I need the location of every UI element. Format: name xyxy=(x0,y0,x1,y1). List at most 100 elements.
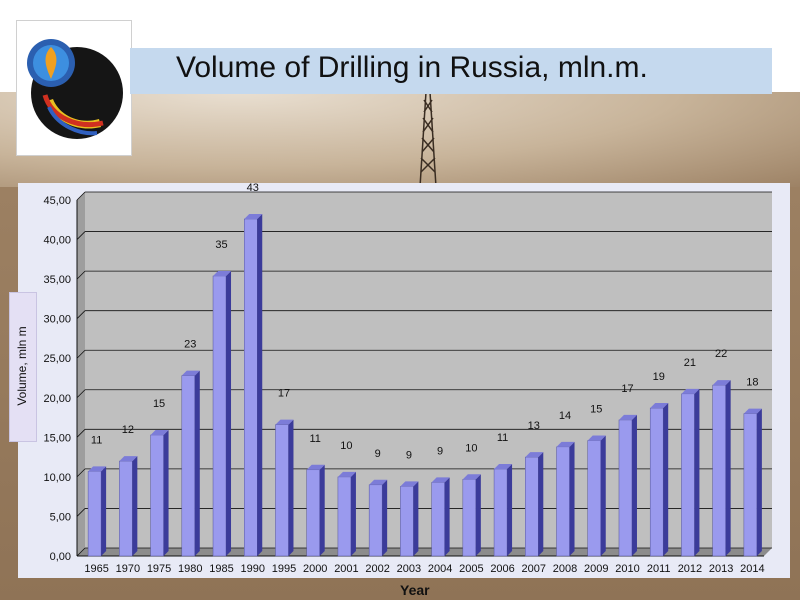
university-logo xyxy=(16,20,132,156)
bar xyxy=(556,446,570,557)
y-gridline-depth xyxy=(76,468,86,478)
y-gridline-depth xyxy=(76,389,86,399)
y-tick-label: 25,00 xyxy=(43,353,71,365)
y-tick-label: 5,00 xyxy=(50,511,71,523)
bar-top xyxy=(587,435,606,441)
x-tick-label: 1995 xyxy=(272,563,296,575)
data-label: 13 xyxy=(528,420,540,432)
x-tick-label: 2014 xyxy=(740,563,764,575)
x-axis-label: Year xyxy=(400,582,430,598)
bar xyxy=(400,486,414,557)
bar-top xyxy=(337,471,356,477)
bar-top xyxy=(743,408,762,414)
bar-side xyxy=(350,471,356,556)
x-tick-label: 2008 xyxy=(553,563,577,575)
bar-side xyxy=(694,388,700,556)
plot-side-wall xyxy=(77,192,85,556)
bar-top xyxy=(681,388,700,394)
bar-top xyxy=(88,466,107,472)
bar-top xyxy=(431,477,450,483)
bar xyxy=(618,419,633,557)
data-label: 14 xyxy=(559,410,571,422)
x-tick-label: 1975 xyxy=(147,563,171,575)
y-tick-label: 45,00 xyxy=(43,195,71,207)
bar-side xyxy=(257,213,263,556)
bar-side xyxy=(663,403,669,556)
y-gridline-depth xyxy=(76,310,86,319)
bar-top xyxy=(244,213,263,219)
data-label: 10 xyxy=(465,442,477,454)
bar-top xyxy=(556,441,575,447)
bar-side xyxy=(288,419,294,556)
bar xyxy=(743,413,758,557)
data-label: 21 xyxy=(684,357,696,369)
data-label: 11 xyxy=(91,434,102,446)
bar xyxy=(306,469,320,557)
bar xyxy=(87,471,102,557)
title-bar xyxy=(130,48,772,94)
data-label: 15 xyxy=(590,403,602,415)
y-tick-label: 0,00 xyxy=(50,551,71,563)
data-label: 10 xyxy=(340,440,352,452)
background-hills xyxy=(0,92,800,187)
x-tick-label: 1990 xyxy=(241,563,265,575)
bar-top xyxy=(400,481,419,487)
y-gridline-depth xyxy=(76,349,86,359)
data-label: 9 xyxy=(437,445,443,457)
bar xyxy=(462,479,477,557)
y-tick-label: 40,00 xyxy=(43,235,71,247)
bar-side xyxy=(631,414,637,556)
x-tick-label: 2006 xyxy=(490,563,514,575)
data-label: 12 xyxy=(122,424,134,436)
bar xyxy=(493,468,508,557)
bar-side xyxy=(538,452,544,556)
bar-side xyxy=(226,270,232,556)
bar xyxy=(681,393,695,557)
bar-side xyxy=(569,441,575,556)
bar-top xyxy=(525,452,544,458)
y-tick-label: 10,00 xyxy=(43,472,71,484)
data-label: 18 xyxy=(746,377,758,389)
x-tick-label: 2002 xyxy=(365,563,389,575)
x-tick-label: 2001 xyxy=(334,563,358,575)
bar xyxy=(587,440,601,557)
data-label: 35 xyxy=(215,239,227,251)
y-gridline-depth xyxy=(76,429,86,438)
y-tick-label: 30,00 xyxy=(43,314,71,326)
bar xyxy=(649,407,664,557)
y-tick-label: 35,00 xyxy=(43,274,71,286)
y-gridline-depth xyxy=(76,270,86,280)
bar-side xyxy=(163,429,169,556)
x-tick-label: 2000 xyxy=(303,563,327,575)
x-tick-label: 2012 xyxy=(678,563,702,575)
bar-top xyxy=(150,429,169,435)
x-tick-label: 1980 xyxy=(178,563,202,575)
data-label: 15 xyxy=(153,398,165,410)
x-tick-label: 2009 xyxy=(584,563,608,575)
bar xyxy=(368,484,383,557)
bar-top xyxy=(494,463,513,469)
data-label: 9 xyxy=(375,448,381,460)
bar-top xyxy=(119,456,138,462)
bar xyxy=(275,424,289,557)
x-tick-label: 1985 xyxy=(209,563,233,575)
x-tick-label: 2013 xyxy=(709,563,733,575)
y-gridline-depth xyxy=(76,231,86,240)
bar xyxy=(119,460,133,557)
data-label: 23 xyxy=(184,339,196,351)
bar-side xyxy=(507,463,513,556)
bar-top xyxy=(712,380,731,386)
bar-side xyxy=(319,464,325,556)
bar-top xyxy=(181,370,200,376)
data-label: 17 xyxy=(278,388,290,400)
x-tick-label: 1965 xyxy=(84,563,108,575)
bar xyxy=(525,456,539,557)
bar-side xyxy=(132,456,138,556)
bar xyxy=(181,375,196,557)
bar xyxy=(212,275,227,557)
data-label: 11 xyxy=(497,432,508,444)
bar-side xyxy=(413,481,419,556)
slide-title: Volume of Drilling in Russia, mln.m. xyxy=(176,51,648,84)
bar-side xyxy=(444,477,450,556)
data-label: 11 xyxy=(309,433,320,445)
